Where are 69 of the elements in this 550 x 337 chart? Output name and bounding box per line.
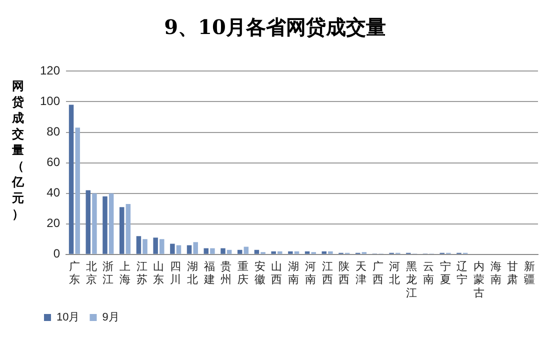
x-tick-label: 江西 <box>322 260 333 286</box>
x-tick-label: 陕西 <box>338 260 350 286</box>
bar <box>108 193 114 254</box>
x-tick-label: 内蒙古 <box>474 260 485 300</box>
bar <box>271 251 276 254</box>
bar <box>322 251 327 254</box>
x-tick-label: 江苏 <box>136 260 148 286</box>
y-tick-label: 0 <box>53 246 60 261</box>
bar <box>176 245 182 254</box>
x-tick-label: 新疆 <box>524 260 536 286</box>
x-tick-label: 浙江 <box>102 260 114 286</box>
x-tick-label: 山西 <box>271 260 282 286</box>
legend-label: 9月 <box>102 312 120 324</box>
x-tick-label: 广东 <box>68 260 80 286</box>
x-tick-label: 湖北 <box>186 260 198 286</box>
bar <box>244 246 249 254</box>
bar <box>92 193 97 254</box>
y-tick-label: 100 <box>40 94 60 108</box>
bar <box>294 251 300 254</box>
bar <box>254 250 260 254</box>
bar <box>278 251 282 254</box>
bar <box>153 238 158 254</box>
x-tick-label: 安徽 <box>254 260 266 286</box>
bar <box>170 244 175 254</box>
bar <box>204 248 209 254</box>
bar <box>136 236 142 254</box>
bar <box>68 104 74 254</box>
x-tick-label: 河北 <box>389 260 400 286</box>
bar <box>328 251 333 254</box>
x-tick-label: 宁夏 <box>440 260 451 286</box>
x-tick-label: 贵州 <box>220 260 232 286</box>
text: 网贷成交量（亿元） <box>12 79 24 221</box>
x-tick-label: 北京 <box>86 260 97 286</box>
x-tick-label: 云南 <box>422 260 434 286</box>
y-tick-label: 60 <box>46 155 60 170</box>
x-tick-label: 上海 <box>120 260 131 286</box>
x-tick-label: 黑龙江 <box>406 260 418 300</box>
y-tick-label: 40 <box>46 186 60 200</box>
y-tick-label: 80 <box>46 124 60 139</box>
bar <box>142 239 148 254</box>
bar <box>304 251 310 254</box>
x-tick-label: 山东 <box>153 260 164 286</box>
bar <box>193 242 198 254</box>
x-tick-label: 辽宁 <box>456 260 468 286</box>
x-tick-label: 天津 <box>356 260 367 286</box>
bar <box>75 128 80 254</box>
x-tick-label: 四川 <box>170 260 182 286</box>
bar <box>102 196 108 254</box>
bar <box>119 207 124 254</box>
y-tick-label: 20 <box>46 216 60 230</box>
bar <box>126 204 131 254</box>
chart-title: 9、10月各省网贷成交量 <box>163 14 387 41</box>
x-tick-label: 甘肃 <box>507 260 518 286</box>
bar <box>220 248 226 254</box>
bar <box>210 248 215 254</box>
x-tick-label: 湖南 <box>288 260 300 286</box>
bar <box>86 190 91 254</box>
x-tick-label: 广西 <box>372 260 384 286</box>
x-tick-label: 重庆 <box>238 260 249 286</box>
bar <box>288 251 293 254</box>
bar <box>237 250 242 254</box>
bar <box>160 239 164 254</box>
bar <box>226 250 232 254</box>
x-tick-label: 福建 <box>202 260 215 286</box>
bar <box>186 245 192 254</box>
x-tick-label: 海南 <box>490 260 502 286</box>
legend-label: 10月 <box>56 312 80 324</box>
y-tick-label: 120 <box>40 64 60 78</box>
x-tick-label: 河南 <box>304 260 316 286</box>
